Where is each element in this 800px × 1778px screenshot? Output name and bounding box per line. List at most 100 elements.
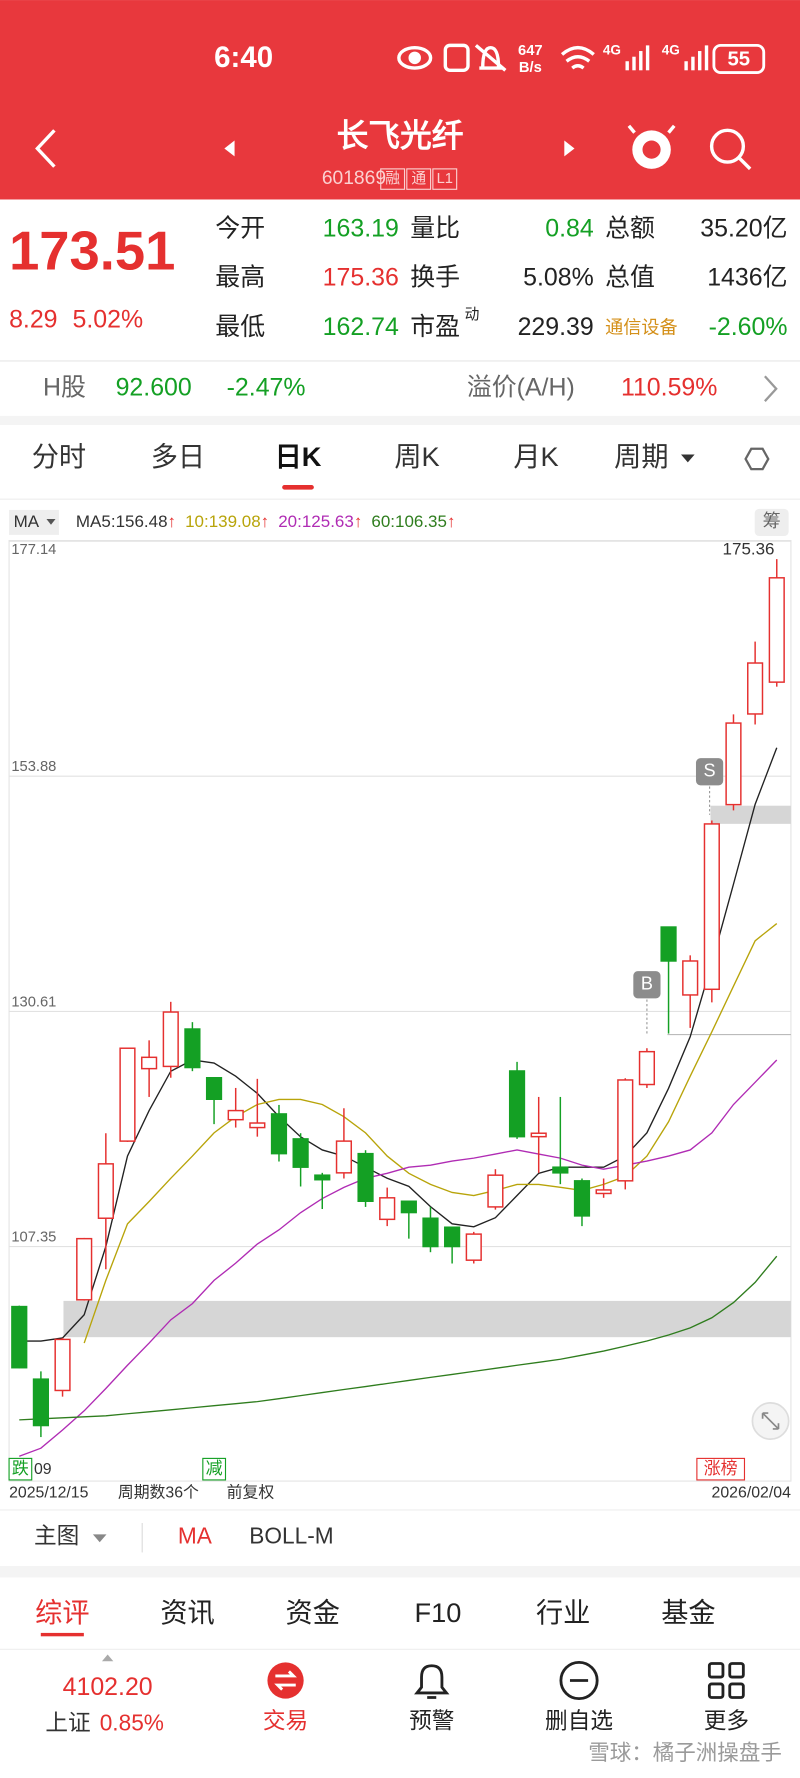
candle-body xyxy=(768,577,785,683)
content-tab[interactable]: 行业 xyxy=(536,1597,590,1628)
candle-body xyxy=(205,1076,223,1101)
nfc-icon xyxy=(443,43,470,73)
field-label: 通信设备 xyxy=(605,317,678,337)
legend-value: 156.48 xyxy=(116,512,168,531)
wifi-icon xyxy=(560,45,595,70)
nav-item[interactable]: 预警 xyxy=(409,1707,454,1733)
legend-trend: ↑ xyxy=(447,512,456,531)
index-value: 4102.20 xyxy=(63,1673,153,1701)
alert-icon[interactable] xyxy=(414,1664,450,1699)
robot-icon[interactable] xyxy=(627,124,676,169)
legend-name: 10: xyxy=(185,512,209,531)
candle-body xyxy=(725,722,742,806)
divider xyxy=(0,360,800,362)
x-tick-label: 2026/02/04 xyxy=(712,1485,792,1502)
main-indicator[interactable]: MA xyxy=(178,1523,213,1549)
field-value: 35.20亿 xyxy=(700,215,787,243)
tag-box xyxy=(432,168,458,190)
y-tick-label: 107.35 xyxy=(11,1229,56,1245)
signal-bars xyxy=(625,45,709,71)
main-chart-label[interactable]: 主图 xyxy=(34,1523,79,1549)
nav-item[interactable]: 更多 xyxy=(704,1707,749,1733)
candle-body xyxy=(379,1197,396,1221)
chip-button-bg[interactable] xyxy=(754,508,789,537)
eye-icon xyxy=(397,45,433,70)
content-tab[interactable]: 资讯 xyxy=(160,1597,214,1628)
y-tick-label: 130.61 xyxy=(11,994,56,1010)
candle-body xyxy=(400,1200,417,1214)
chip-button[interactable]: 筹 xyxy=(763,511,781,531)
legend-value: 139.08 xyxy=(209,512,261,531)
index-change: 0.85% xyxy=(100,1710,164,1736)
candle-body xyxy=(11,1305,28,1369)
reduce-mark: 减 xyxy=(206,1459,223,1478)
index-name: 上证 xyxy=(45,1710,90,1736)
period-tab[interactable]: 多日 xyxy=(151,441,205,472)
rise-list-mark: 涨榜 xyxy=(704,1459,738,1478)
more-icon[interactable] xyxy=(707,1662,745,1699)
dropdown-arrow xyxy=(681,454,695,463)
h-share-price: 92.600 xyxy=(116,373,192,401)
content-tab[interactable]: 资金 xyxy=(286,1597,340,1628)
candle-body xyxy=(422,1217,439,1248)
legend-name: MA5: xyxy=(76,512,116,531)
expand-icon[interactable] xyxy=(751,1402,790,1440)
nav-item[interactable]: 交易 xyxy=(263,1707,308,1733)
indicator-label[interactable]: MA xyxy=(14,512,40,531)
premium-label: 溢价(A/H) xyxy=(467,373,575,401)
back-button[interactable] xyxy=(35,129,56,168)
field-value: 229.39 xyxy=(518,313,594,341)
net-speed-unit: B/s xyxy=(519,60,542,76)
watermark: 雪球：橘子洲操盘手 xyxy=(588,1741,782,1765)
field-label: 最低 xyxy=(215,313,265,341)
period-tab[interactable]: 月K xyxy=(513,441,558,472)
fall-box xyxy=(8,1457,33,1481)
rise-box xyxy=(696,1457,746,1481)
stock-tag: 通 xyxy=(411,170,426,187)
buy-marker-bg xyxy=(633,971,661,999)
ma-line xyxy=(19,747,778,1342)
period-tab[interactable]: 周期 xyxy=(614,441,668,472)
search-icon[interactable] xyxy=(709,128,752,171)
content-tab[interactable]: 基金 xyxy=(661,1597,715,1628)
candle-body xyxy=(682,960,699,996)
candle-body xyxy=(508,1070,526,1138)
field-value: 175.36 xyxy=(323,263,399,291)
legend-value: 125.63 xyxy=(302,512,354,531)
period-tab[interactable]: 日K xyxy=(275,441,322,472)
sell-marker-bg xyxy=(695,758,724,786)
candle-body xyxy=(747,662,764,715)
content-tab[interactable]: 综评 xyxy=(35,1597,89,1628)
main-indicator[interactable]: BOLL-M xyxy=(249,1523,333,1549)
candle-body xyxy=(638,1050,656,1086)
last-price: 173.51 xyxy=(9,220,175,281)
candle-body xyxy=(270,1113,288,1155)
candle-body xyxy=(32,1378,50,1427)
legend-trend: ↑ xyxy=(168,512,177,531)
candle-body xyxy=(335,1140,353,1174)
zone-band xyxy=(63,1300,791,1338)
nav-item[interactable]: 删自选 xyxy=(545,1707,613,1733)
settings-icon[interactable] xyxy=(744,447,770,471)
h-share-change: -2.47% xyxy=(227,373,306,401)
period-tab[interactable]: 分时 xyxy=(32,441,86,472)
prev-stock[interactable] xyxy=(224,140,235,157)
content-tab[interactable]: F10 xyxy=(415,1597,462,1628)
candle-body xyxy=(292,1138,309,1168)
chevron[interactable] xyxy=(764,375,778,402)
status-icons xyxy=(397,43,595,73)
candle-body xyxy=(573,1180,591,1217)
field-label: 今开 xyxy=(215,215,265,243)
candle-body xyxy=(465,1233,482,1261)
unwatch-icon[interactable] xyxy=(559,1660,599,1701)
network-type: 4G xyxy=(603,43,621,58)
trade-icon[interactable] xyxy=(267,1662,304,1699)
chart-frame xyxy=(8,539,792,1482)
eye-pupil xyxy=(408,51,421,65)
next-stock[interactable] xyxy=(564,140,575,157)
period-tab[interactable]: 周K xyxy=(394,441,439,472)
legend-value: 106.35 xyxy=(395,512,447,531)
candle-body xyxy=(184,1028,201,1069)
fall-count: 09 xyxy=(34,1461,52,1478)
